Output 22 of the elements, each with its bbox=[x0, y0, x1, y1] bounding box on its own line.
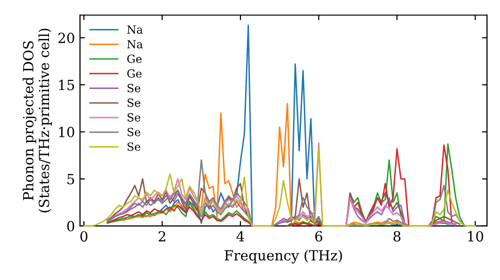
legend-label: Ge bbox=[127, 69, 142, 78]
legend-label: Se bbox=[128, 128, 140, 136]
legend-label: Na bbox=[127, 40, 143, 48]
x-tick-label: 10 bbox=[468, 231, 484, 242]
x-tick-label: 2 bbox=[158, 231, 166, 242]
legend-label: Se bbox=[128, 84, 140, 92]
y-tick-label: 15 bbox=[59, 80, 74, 90]
y-axis-title: Phonon projected DOS (States/THz·primitive cell) bbox=[22, 28, 52, 212]
y-tick-label: 0 bbox=[67, 220, 74, 232]
y-tick-label: 5 bbox=[67, 174, 74, 184]
y-tick-label: 10 bbox=[59, 126, 74, 138]
x-tick-label: 0 bbox=[80, 231, 88, 242]
legend-label: Se bbox=[128, 142, 140, 151]
legend-label: Na bbox=[127, 25, 143, 34]
y-tick-label: 20 bbox=[58, 32, 74, 44]
x-tick-label: 4 bbox=[236, 231, 244, 242]
legend-label: Se bbox=[128, 98, 140, 107]
x-tick-label: 6 bbox=[315, 231, 322, 242]
legend-label: Se bbox=[128, 113, 140, 122]
x-axis-title: Frequency (THz) bbox=[224, 250, 342, 264]
x-tick-label: 8 bbox=[394, 231, 400, 242]
legend-label: Ge bbox=[127, 54, 142, 64]
